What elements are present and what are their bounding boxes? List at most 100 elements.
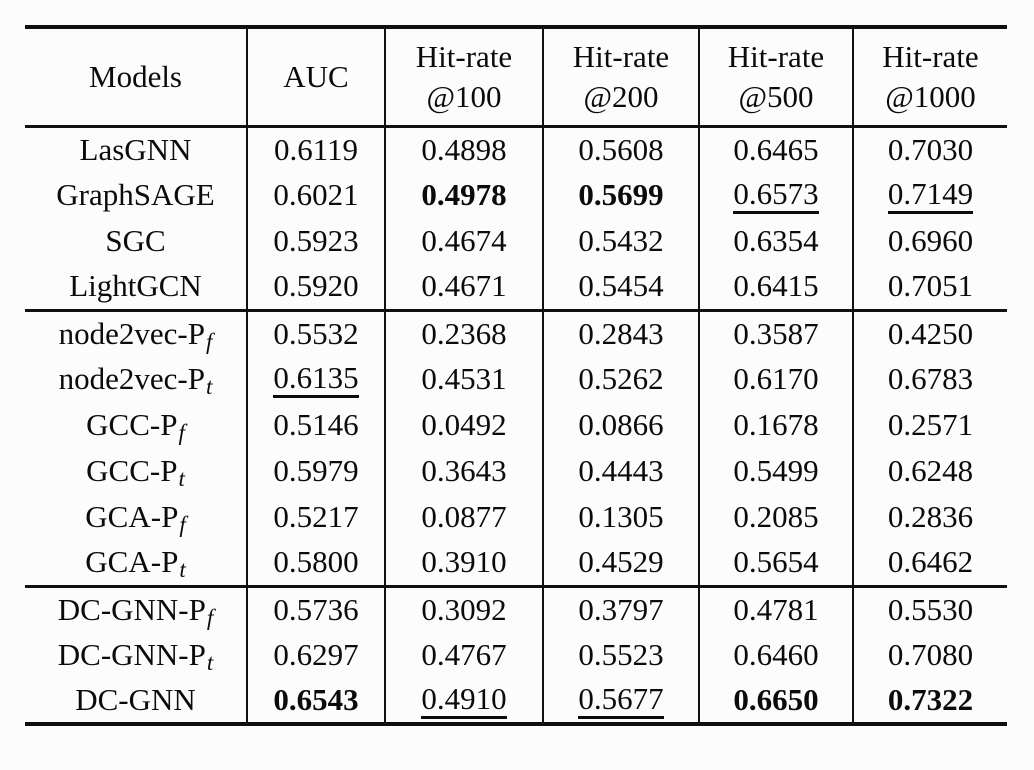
- metric-value: 0.7051: [887, 268, 974, 304]
- metric-value-cell: 0.5454: [542, 264, 699, 310]
- metric-value-cell: 0.4531: [384, 356, 543, 402]
- metric-value: 0.0492: [421, 407, 507, 442]
- column-header-hit-rate-100: Hit-rate @100: [384, 27, 543, 126]
- model-name-text: LasGNN: [79, 131, 192, 167]
- metric-value-cell: 0.1305: [542, 494, 699, 540]
- model-group-pretrain-baselines: node2vec-Pf 0.5532 0.2368 0.2843 0.3587 0.425…: [25, 310, 1007, 586]
- model-name-text: GraphSAGE: [56, 177, 215, 212]
- metric-value-cell: 0.6960: [852, 218, 1007, 264]
- model-name: SGC: [25, 218, 247, 264]
- metric-value-cell: 0.6415: [698, 264, 853, 310]
- model-subscript: f: [205, 328, 213, 354]
- metric-value-cell: 0.6297: [246, 632, 385, 678]
- table-header: Models AUC Hit-rate @100 Hit-rate @200 H…: [25, 27, 1007, 126]
- table-row: LightGCN 0.5920 0.4671 0.5454 0.6415 0.7051: [25, 264, 1007, 310]
- metric-value-cell: 0.2843: [542, 310, 699, 356]
- metric-value: 0.7322: [887, 682, 974, 717]
- metric-value: 0.0866: [578, 407, 664, 442]
- table-row: DC-GNN 0.6543 0.4910 0.5677 0.6650 0.7322: [25, 678, 1007, 724]
- metric-value-cell: 0.3587: [698, 310, 853, 356]
- metric-value-cell: 0.6021: [246, 172, 385, 218]
- metric-value-cell: 0.2085: [698, 494, 853, 540]
- model-subscript: f: [178, 420, 185, 446]
- metric-value-cell: 0.4978: [384, 172, 543, 218]
- metric-value: 0.6297: [273, 637, 359, 672]
- metric-value: 0.3797: [578, 591, 664, 627]
- metric-value: 0.5454: [578, 268, 664, 304]
- column-header-line1: Hit-rate: [727, 39, 825, 75]
- metric-value: 0.7080: [887, 637, 974, 672]
- metric-value: 0.2836: [887, 499, 974, 534]
- metric-value: 0.2571: [887, 407, 974, 442]
- metric-value: 0.5923: [273, 223, 359, 258]
- metric-value: 0.5217: [273, 499, 359, 534]
- header-row: Models AUC Hit-rate @100 Hit-rate @200 H…: [25, 27, 1007, 126]
- table-row: node2vec-Pt 0.6135 0.4531 0.5262 0.6170 0.678…: [25, 356, 1007, 402]
- model-name: LasGNN: [25, 126, 247, 172]
- metric-value-cell: 0.5217: [246, 494, 385, 540]
- metric-value: 0.5800: [273, 544, 359, 580]
- metric-value: 0.5608: [578, 131, 664, 167]
- metric-value: 0.5530: [887, 591, 974, 627]
- metric-value: 0.4781: [733, 591, 819, 627]
- metric-value-cell: 0.0866: [542, 402, 699, 448]
- metric-value-cell: 0.5677: [542, 678, 699, 724]
- metric-value-cell: 0.7051: [852, 264, 1007, 310]
- metric-value-cell: 0.6783: [852, 356, 1007, 402]
- table-row: DC-GNN-Pf 0.5736 0.3092 0.3797 0.4781 0.5530: [25, 586, 1007, 632]
- metric-value: 0.5532: [273, 315, 359, 351]
- model-name-text: LightGCN: [69, 268, 202, 304]
- metric-value-cell: 0.4898: [384, 126, 543, 172]
- metric-value-cell: 0.3643: [384, 448, 543, 494]
- metric-value-cell: 0.5979: [246, 448, 385, 494]
- column-header-line2: @200: [583, 78, 659, 114]
- metric-value: 0.7030: [887, 131, 974, 167]
- metric-value-cell: 0.6354: [698, 218, 853, 264]
- metric-value-cell: 0.3092: [384, 586, 543, 632]
- metric-value-cell: 0.6460: [698, 632, 853, 678]
- metric-value-cell: 0.2571: [852, 402, 1007, 448]
- metric-value: 0.6783: [887, 361, 974, 396]
- table-row: node2vec-Pf 0.5532 0.2368 0.2843 0.3587 0.425…: [25, 310, 1007, 356]
- metric-value: 0.7149: [887, 177, 974, 215]
- metric-value: 0.6573: [733, 177, 819, 215]
- table-row: DC-GNN-Pt 0.6297 0.4767 0.5523 0.6460 0.7080: [25, 632, 1007, 678]
- metric-value-cell: 0.3910: [384, 540, 543, 586]
- metric-value-cell: 0.4767: [384, 632, 543, 678]
- metric-value-cell: 0.6170: [698, 356, 853, 402]
- metric-value-cell: 0.6465: [698, 126, 853, 172]
- metric-value: 0.5499: [733, 453, 819, 488]
- metric-value-cell: 0.2836: [852, 494, 1007, 540]
- model-name: node2vec-Pf: [25, 310, 247, 356]
- results-table: Models AUC Hit-rate @100 Hit-rate @200 H…: [25, 25, 1007, 726]
- metric-value-cell: 0.5499: [698, 448, 853, 494]
- metric-value-cell: 0.6543: [246, 678, 385, 724]
- metric-value-cell: 0.7080: [852, 632, 1007, 678]
- metric-value: 0.4978: [421, 177, 507, 212]
- metric-value: 0.4529: [578, 544, 664, 580]
- metric-value: 0.4250: [887, 315, 974, 351]
- metric-value: 0.5654: [733, 544, 819, 580]
- metric-value-cell: 0.5608: [542, 126, 699, 172]
- metric-value: 0.4910: [421, 682, 507, 720]
- model-name: LightGCN: [25, 264, 247, 310]
- model-name-text: GCC-P: [86, 453, 178, 488]
- metric-value-cell: 0.5800: [246, 540, 385, 586]
- metric-value-cell: 0.5532: [246, 310, 385, 356]
- metric-value: 0.5146: [273, 407, 359, 442]
- model-name: GCA-Pt: [25, 540, 247, 586]
- metric-value-cell: 0.6650: [698, 678, 853, 724]
- model-name-text: node2vec-P: [58, 361, 205, 396]
- model-name-text: node2vec-P: [58, 315, 205, 351]
- results-table-container: Models AUC Hit-rate @100 Hit-rate @200 H…: [25, 25, 1007, 726]
- metric-value: 0.4531: [421, 361, 507, 396]
- column-header-line2: @1000: [885, 78, 976, 114]
- metric-value: 0.5736: [273, 591, 359, 627]
- metric-value: 0.2843: [578, 315, 664, 351]
- metric-value-cell: 0.5699: [542, 172, 699, 218]
- metric-value: 0.3587: [733, 315, 819, 351]
- model-name-text: DC-GNN-P: [57, 637, 206, 672]
- model-name: node2vec-Pt: [25, 356, 247, 402]
- column-header-hit-rate-500: Hit-rate @500: [698, 27, 853, 126]
- metric-value: 0.4767: [421, 637, 507, 672]
